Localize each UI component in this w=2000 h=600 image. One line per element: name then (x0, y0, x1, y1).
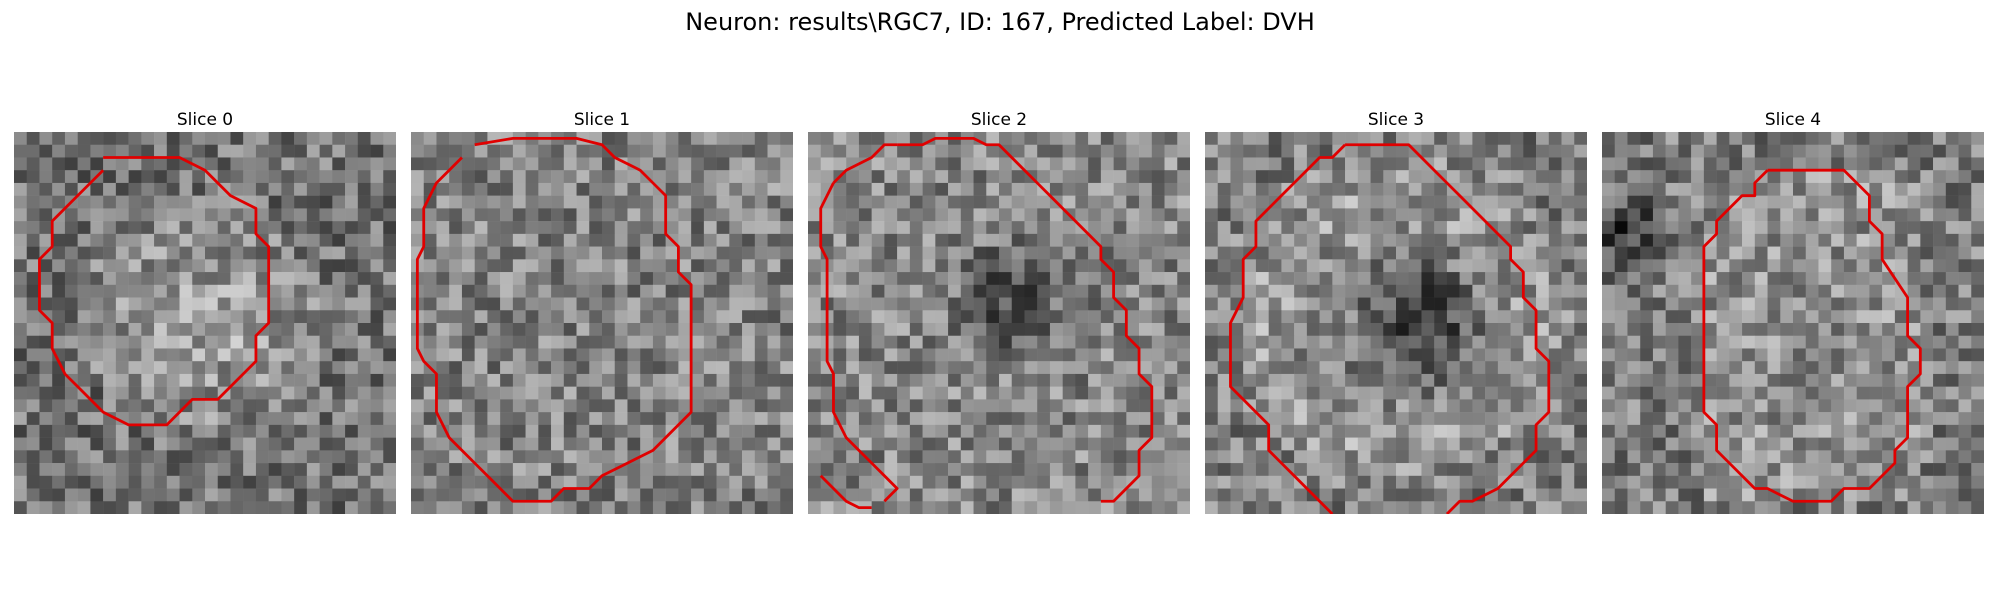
slice-image-1 (411, 132, 793, 514)
slice-title-4: Slice 4 (1764, 110, 1822, 130)
slice-panel-1: Slice 1 (411, 108, 793, 514)
pixel-grid (411, 132, 793, 514)
pixel-grid (1205, 132, 1587, 514)
slice-title-2: Slice 2 (970, 110, 1028, 130)
contour-line (1702, 168, 1922, 503)
slice-image-4 (1602, 132, 1984, 514)
slice-panel-3: Slice 3 (1205, 108, 1587, 514)
pixel-grid (14, 132, 396, 514)
contour-line (1345, 143, 1551, 514)
figure-title: Neuron: results\RGC7, ID: 167, Predicted… (685, 8, 1315, 36)
pixel-grid (808, 132, 1190, 514)
slice-image-0 (14, 132, 396, 514)
contour-line (832, 143, 898, 184)
slice-title-0: Slice 0 (176, 110, 234, 130)
contour-line (1229, 143, 1347, 514)
contour-line (38, 156, 271, 427)
slice-panel-2: Slice 2 (808, 108, 1190, 514)
slice-panel-4: Slice 4 (1602, 108, 1984, 514)
contour-line (897, 136, 1154, 503)
slice-image-2 (808, 132, 1190, 514)
contour-line (819, 182, 899, 503)
contour-line (415, 136, 693, 503)
contour-line (819, 474, 872, 510)
slice-title-1: Slice 1 (573, 110, 631, 130)
slice-panel-0: Slice 0 (14, 108, 396, 514)
pixel-grid (1602, 132, 1984, 514)
slice-title-3: Slice 3 (1367, 110, 1425, 130)
slice-image-3 (1205, 132, 1587, 514)
